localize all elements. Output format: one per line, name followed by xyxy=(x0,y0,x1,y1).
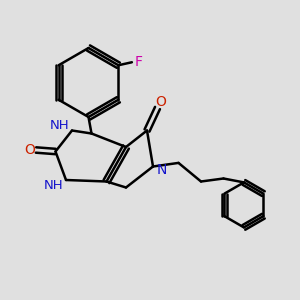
Text: O: O xyxy=(24,143,35,157)
Text: N: N xyxy=(157,163,167,176)
Text: F: F xyxy=(134,55,142,69)
Text: O: O xyxy=(156,95,167,109)
Text: NH: NH xyxy=(50,119,69,132)
Text: NH: NH xyxy=(44,179,64,192)
